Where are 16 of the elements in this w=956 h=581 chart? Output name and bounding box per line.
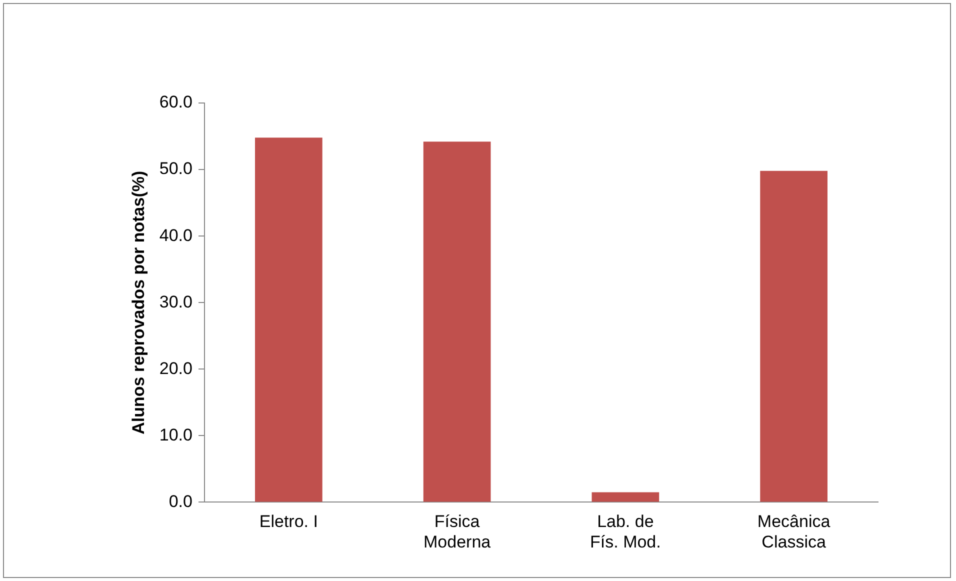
y-axis-title: Alunos reprovados por notas(%) xyxy=(128,170,148,434)
x-tick-label: Mecânica Classica xyxy=(757,512,831,552)
x-tick-label: Eletro. I xyxy=(259,512,318,532)
bar xyxy=(760,170,828,502)
y-tick-label: 0.0 xyxy=(168,492,192,511)
bar xyxy=(423,142,491,502)
y-tick-label: 40.0 xyxy=(159,226,192,245)
bar xyxy=(592,492,660,502)
y-tick-label: 60.0 xyxy=(159,92,192,112)
x-tick-label: Lab. de Fís. Mod. xyxy=(590,512,661,552)
y-tick-label: 50.0 xyxy=(159,159,192,178)
x-tick-label: Física Moderna xyxy=(424,512,492,552)
y-tick-label: 20.0 xyxy=(159,358,192,378)
y-tick-label: 30.0 xyxy=(159,292,192,312)
bar xyxy=(255,138,322,502)
y-tick-label: 10.0 xyxy=(159,425,192,444)
